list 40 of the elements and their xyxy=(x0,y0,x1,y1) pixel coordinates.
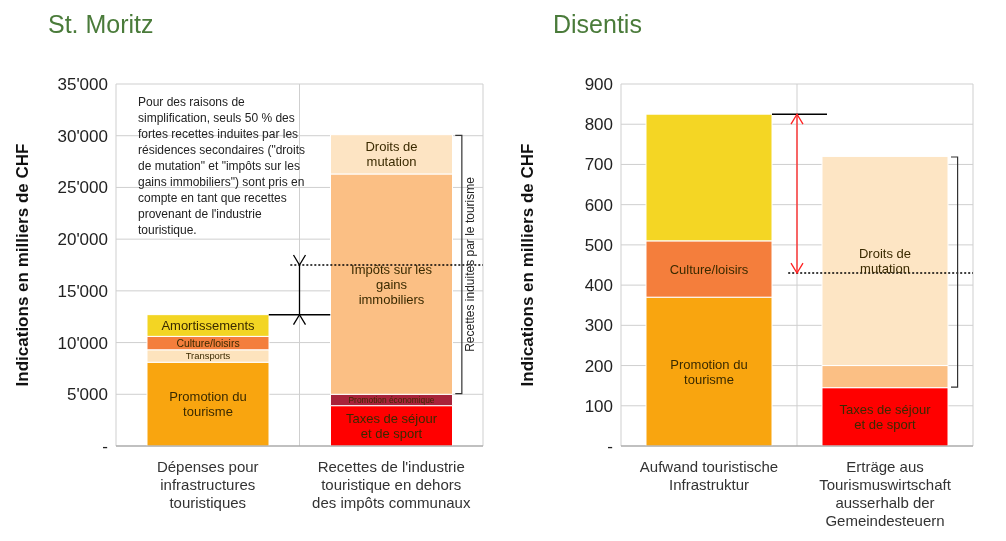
y-tick-label: - xyxy=(607,437,613,457)
chart-title: St. Moritz xyxy=(48,10,154,39)
x-tick-label: Aufwand touristische Infrastruktur xyxy=(639,458,779,493)
y-tick-label: 100 xyxy=(584,396,613,416)
y-tick-label: 900 xyxy=(584,75,613,95)
series-label: Promotion du tourisme xyxy=(670,356,748,387)
y-tick-label: 5'000 xyxy=(66,385,108,405)
series-label: Promotion du tourisme xyxy=(169,389,247,420)
annotation: Recettes induites par le tourisme xyxy=(463,176,478,352)
y-axis-title: Indications en milliers de CHF xyxy=(518,143,537,387)
series-label: Promotion économique xyxy=(348,394,435,405)
y-tick-label: 10'000 xyxy=(57,333,108,353)
x-tick-label: Recettes de l'industrie touristique en dehors des impôts communaux xyxy=(312,458,471,511)
series-label: Taxes de séjour et de sport xyxy=(345,410,438,441)
series-label: Culture/loisirs xyxy=(669,261,749,277)
y-tick-label: 35'000 xyxy=(57,75,108,95)
y-tick-label: 15'000 xyxy=(57,281,108,301)
series-label: Droits de mutation xyxy=(858,246,912,276)
series-label: Taxes de séjour et de sport xyxy=(839,401,932,432)
series-label: Impôts sur les gains immobiliers xyxy=(351,261,433,307)
series-label: Droits de mutation xyxy=(365,139,418,170)
y-tick-label: 500 xyxy=(584,235,613,255)
y-tick-label: 400 xyxy=(584,276,613,296)
y-axis-title: Indications en milliers de CHF xyxy=(13,143,32,387)
series-label: Amortissements xyxy=(161,318,256,334)
y-tick-label: 25'000 xyxy=(57,178,108,198)
y-tick-label: 800 xyxy=(584,115,613,135)
series-label: Culture/loisirs xyxy=(176,337,240,349)
x-tick-label: Erträge aus Tourismuswirtschaft ausserhalb der Gemeindesteuern xyxy=(819,458,952,529)
chart-title: Disentis xyxy=(553,10,642,39)
series-label: Transports xyxy=(185,350,231,362)
y-tick-label: 20'000 xyxy=(57,230,108,250)
y-tick-label: 700 xyxy=(584,155,613,175)
text: Pour des raisons de simplification, seuls 50 % des fortes recettes induites par les résidences secondaires ("droits de mutation" et "impôts sur les gains immobiliers") sont pris en compte en tant que recettes provenant de l'industrie touristique. xyxy=(138,95,306,237)
y-tick-label: 30'000 xyxy=(57,126,108,146)
y-tick-label: 600 xyxy=(584,195,613,215)
x-tick-label: Dépenses pour infrastructures touristiques xyxy=(156,458,259,511)
y-tick-label: 300 xyxy=(584,316,613,336)
y-tick-label: - xyxy=(102,437,108,457)
y-tick-label: 200 xyxy=(584,356,613,376)
